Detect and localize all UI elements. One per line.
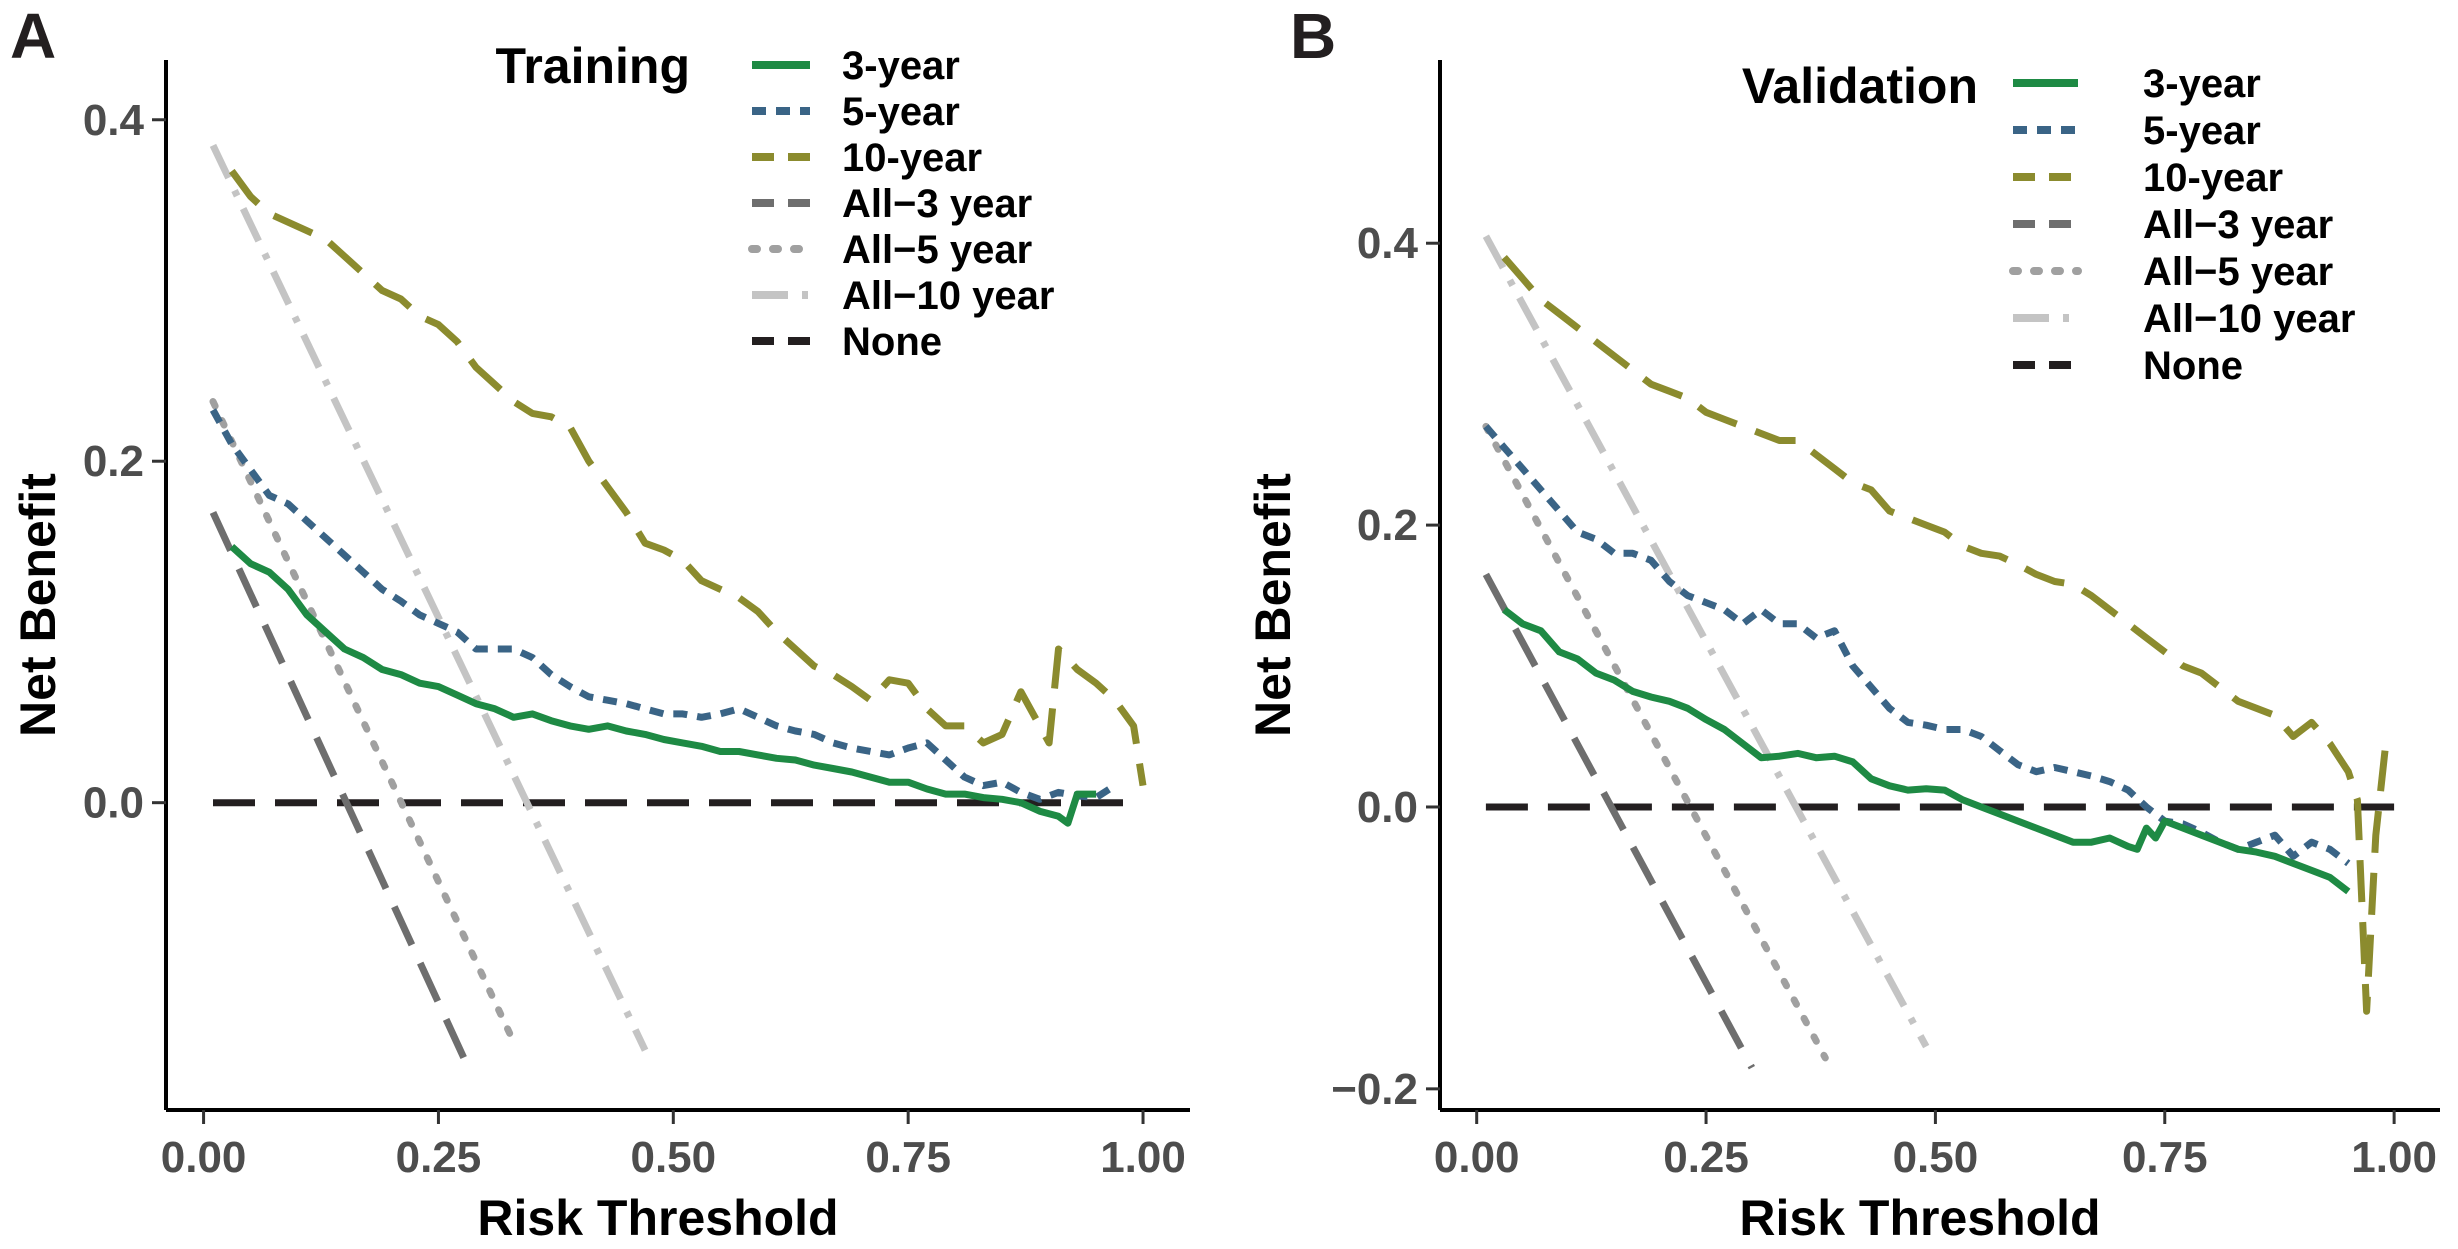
legend-label: 3-year xyxy=(842,44,960,88)
x-axis-title: Risk Threshold xyxy=(1739,1190,2100,1246)
legend-label: None xyxy=(2143,344,2243,388)
x-tick-label: 0.50 xyxy=(630,1133,716,1182)
y-tick-label: 0.2 xyxy=(83,437,144,486)
legend-label: All−3 year xyxy=(2143,203,2333,247)
x-tick-label: 0.50 xyxy=(1893,1133,1979,1182)
series-line-10-year xyxy=(228,168,1147,787)
panel-a: A 0.00 0.25 0.50 0.75 1.00 0.0 0.2 0.4 Risk Thres… xyxy=(10,0,1190,1246)
y-tick-label: 0.0 xyxy=(1357,783,1418,832)
y-axis-title: Net Benefit xyxy=(10,473,66,737)
x-tick-label: 0.25 xyxy=(396,1133,482,1182)
y-tick-label: 0.0 xyxy=(83,779,144,828)
x-axis-title: Risk Threshold xyxy=(477,1190,838,1246)
legend-label: 10-year xyxy=(2143,156,2283,200)
panel-letter: B xyxy=(1290,0,1336,72)
x-tick-label: 0.00 xyxy=(161,1133,247,1182)
legend-label: All−5 year xyxy=(842,228,1032,272)
legend-label: All−3 year xyxy=(842,182,1032,226)
legend-label: 10-year xyxy=(842,136,982,180)
series-line-all-10-year xyxy=(209,143,649,1052)
chart-title: Validation xyxy=(1742,58,1978,114)
legend-label: 3-year xyxy=(2143,62,2261,106)
series-line-all-3-year xyxy=(209,510,470,1066)
x-tick-label: 1.00 xyxy=(2351,1133,2437,1182)
legend-label: All−10 year xyxy=(842,274,1054,318)
y-axis-title: Net Benefit xyxy=(1245,473,1301,737)
legend-label: None xyxy=(842,320,942,364)
panel-letter: A xyxy=(10,0,56,72)
series-line-all-3-year xyxy=(1482,572,1755,1070)
x-tick-label: 1.00 xyxy=(1100,1133,1186,1182)
legend-label: 5-year xyxy=(842,90,960,134)
legend-label: 5-year xyxy=(2143,109,2261,153)
series-line-all-5-year xyxy=(1482,422,1829,1062)
series-line-5-year xyxy=(209,408,1117,803)
legend-label: All−5 year xyxy=(2143,250,2333,294)
legend-label: All−10 year xyxy=(2143,297,2355,341)
y-tick-label: −0.2 xyxy=(1331,1065,1418,1114)
x-tick-label: 0.75 xyxy=(865,1133,951,1182)
chart-title: Training xyxy=(496,38,690,94)
x-tick-label: 0.00 xyxy=(1434,1133,1520,1182)
y-tick-label: 0.4 xyxy=(83,96,145,145)
y-tick-label: 0.2 xyxy=(1357,501,1418,550)
series-line-5-year xyxy=(1483,424,2351,867)
x-tick-label: 0.75 xyxy=(2122,1133,2208,1182)
x-tick-label: 0.25 xyxy=(1663,1133,1749,1182)
series-line-3-year xyxy=(229,544,1097,827)
series-line-all-5-year xyxy=(209,398,518,1046)
panel-b: B 0.00 0.25 0.50 0.75 1.00 −0.2 0.0 0.2 0.4 Risk T… xyxy=(1245,0,2440,1246)
series-line-3-year xyxy=(1502,606,2351,895)
series-line-all-10-year xyxy=(1482,234,1930,1049)
y-tick-label: 0.4 xyxy=(1357,219,1419,268)
series-line-10-year xyxy=(1501,255,2389,1015)
